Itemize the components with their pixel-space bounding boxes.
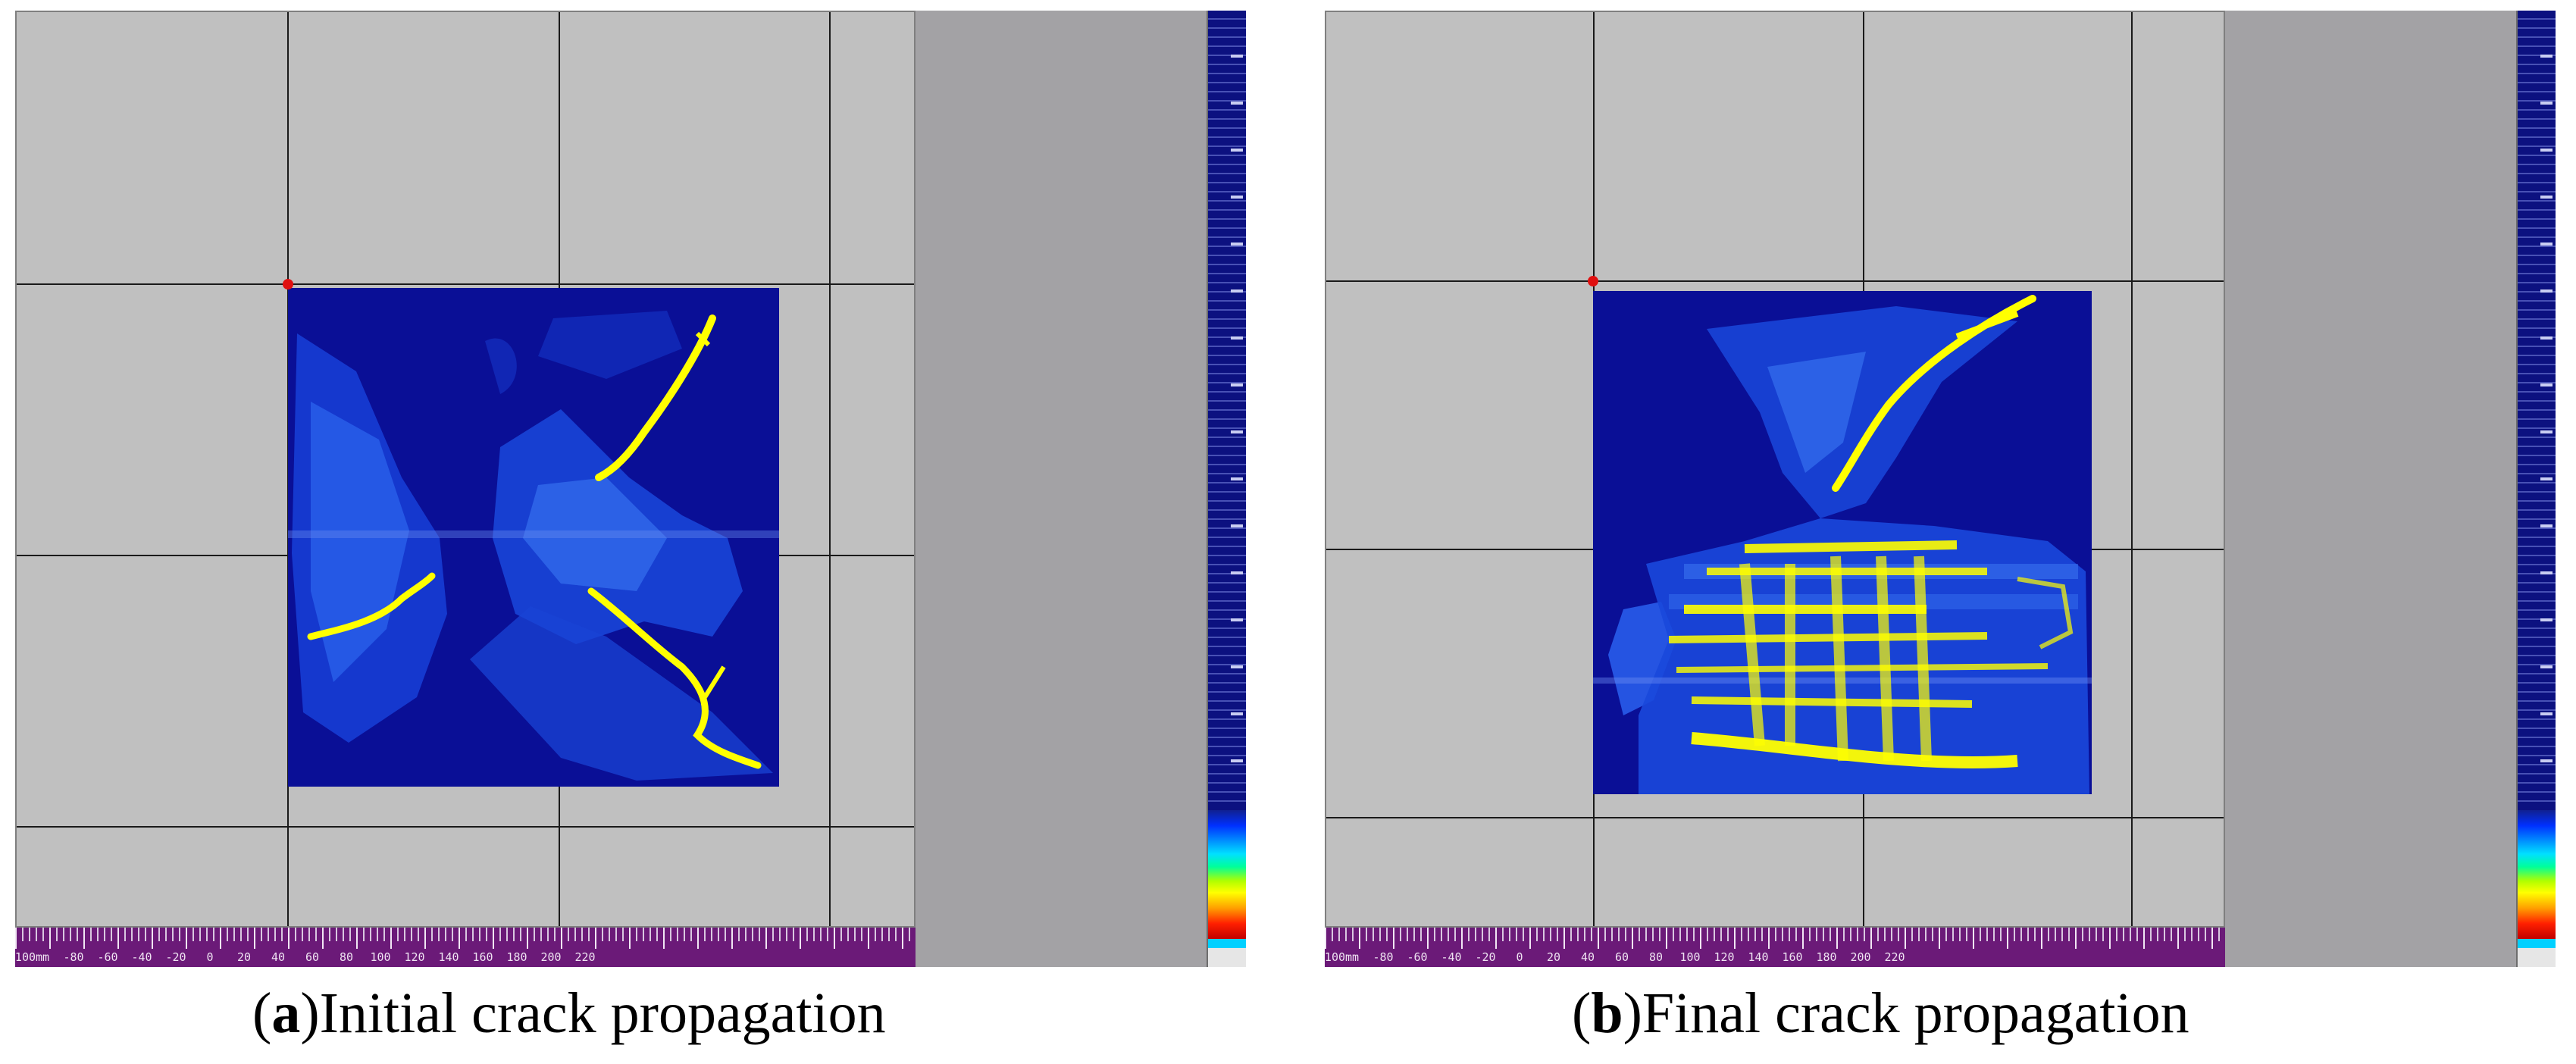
ruler-tick-label: 40 xyxy=(1580,950,1595,964)
grid-line xyxy=(17,826,914,828)
scan-panel-b: -100mm -80 -60 -40 -20 0 20 40 60 80 100 120 140 160 1… xyxy=(1325,11,2576,967)
crack-map-graphic xyxy=(1593,291,2092,794)
ruler-tick-label: 120 xyxy=(404,950,425,964)
ruler-tick-label: 80 xyxy=(1648,950,1664,964)
ruler-tick-label: -100mm xyxy=(15,950,50,964)
ruler-tick-label: 80 xyxy=(339,950,354,964)
ruler-tick-label: 220 xyxy=(574,950,596,964)
color-palette xyxy=(1208,810,1246,939)
ruler-tick-label: -80 xyxy=(1373,950,1394,964)
ruler-tick-label: 180 xyxy=(1816,950,1837,964)
caption-letter: a xyxy=(271,981,301,1045)
ruler-tick-label: 60 xyxy=(1614,950,1629,964)
scan-viewport[interactable] xyxy=(15,11,916,928)
ruler-tick-label: -20 xyxy=(165,950,186,964)
ruler-tick-label: 100 xyxy=(370,950,391,964)
caption-b: (b)Final crack propagation xyxy=(1572,981,2189,1045)
ruler-tick-label: 180 xyxy=(506,950,527,964)
ruler-tick-label: 160 xyxy=(472,950,493,964)
grid-line xyxy=(2131,12,2133,926)
defect-scan-image xyxy=(288,288,779,787)
horizontal-ruler: -100mm -80 -60 -40 -20 0 20 40 60 80 100 120 140 160 1… xyxy=(1325,928,2225,967)
ruler-tick-label: 40 xyxy=(271,950,286,964)
origin-marker[interactable] xyxy=(283,279,293,289)
origin-marker[interactable] xyxy=(1588,276,1598,286)
caption-a: (a)Initial crack propagation xyxy=(252,981,886,1045)
scale-major-ticks xyxy=(2540,11,2553,806)
ruler-tick-label: 0 xyxy=(206,950,214,964)
ruler-tick-labels: -100mm -80 -60 -40 -20 0 20 40 60 80 100 120 140 160 1… xyxy=(15,950,916,965)
caption-text: Initial crack propagation xyxy=(319,981,886,1045)
ruler-tick-label: -60 xyxy=(97,950,118,964)
ruler-major-ticks xyxy=(1325,928,2225,949)
ruler-tick-label: -40 xyxy=(131,950,152,964)
ruler-major-ticks xyxy=(15,928,916,949)
palette-edge xyxy=(1208,939,1246,948)
ruler-tick-label: 60 xyxy=(305,950,320,964)
caption-text: Final crack propagation xyxy=(1642,981,2189,1045)
color-palette xyxy=(2518,810,2556,939)
grid-line xyxy=(1326,280,2224,282)
ruler-tick-label: 20 xyxy=(1546,950,1561,964)
side-pane xyxy=(916,11,1207,967)
color-scale-bar xyxy=(1207,11,1246,967)
scale-cap xyxy=(2518,948,2556,967)
color-scale-bar xyxy=(2516,11,2556,967)
ruler-tick-label: 120 xyxy=(1714,950,1735,964)
scale-major-ticks xyxy=(1231,11,1243,806)
ruler-tick-label: 20 xyxy=(236,950,252,964)
horizontal-ruler: -100mm -80 -60 -40 -20 0 20 40 60 80 100 120 140 160 1… xyxy=(15,928,916,967)
ruler-tick-label: 100 xyxy=(1679,950,1701,964)
ruler-tick-label: 200 xyxy=(540,950,562,964)
side-pane xyxy=(2225,11,2516,967)
ruler-tick-label: 140 xyxy=(1748,950,1769,964)
ruler-tick-label: -80 xyxy=(63,950,84,964)
ruler-tick-label: 0 xyxy=(1516,950,1523,964)
ruler-tick-label: 160 xyxy=(1782,950,1803,964)
ruler-tick-labels: -100mm -80 -60 -40 -20 0 20 40 60 80 100 120 140 160 1… xyxy=(1325,950,2225,965)
caption-letter: b xyxy=(1591,981,1623,1045)
defect-scan-image xyxy=(1593,291,2092,794)
grid-line xyxy=(1326,817,2224,818)
palette-edge xyxy=(2518,939,2556,948)
crack-map-graphic xyxy=(288,288,779,787)
scale-cap xyxy=(1208,948,1246,967)
ruler-tick-label: 140 xyxy=(438,950,459,964)
ruler-tick-label: -20 xyxy=(1475,950,1496,964)
ruler-tick-label: 220 xyxy=(1884,950,1905,964)
ruler-tick-label: -60 xyxy=(1407,950,1428,964)
scan-viewport[interactable] xyxy=(1325,11,2225,928)
ruler-tick-label: -40 xyxy=(1441,950,1462,964)
ruler-tick-label: 200 xyxy=(1850,950,1871,964)
scan-panel-a: -100mm -80 -60 -40 -20 0 20 40 60 80 100 120 140 160 1… xyxy=(15,11,1267,967)
grid-line xyxy=(829,12,831,926)
ruler-tick-label: -100mm xyxy=(1325,950,1360,964)
grid-line xyxy=(17,283,914,285)
